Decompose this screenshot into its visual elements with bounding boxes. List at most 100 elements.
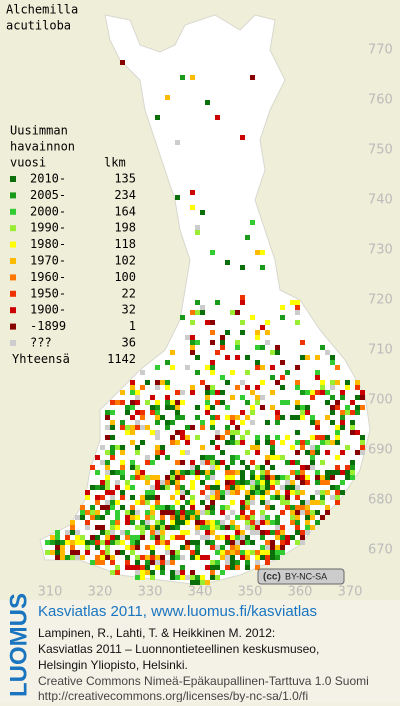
square — [145, 525, 150, 530]
square — [210, 340, 215, 345]
square — [300, 410, 305, 415]
square — [110, 450, 115, 455]
square — [220, 550, 225, 555]
square — [80, 535, 85, 540]
square — [100, 460, 105, 465]
square — [200, 310, 205, 315]
square — [180, 315, 185, 320]
square — [90, 505, 95, 510]
square — [260, 325, 265, 330]
square — [235, 355, 240, 360]
footer-heading: Kasviatlas 2011, www.luomus.fi/kasviatla… — [38, 603, 317, 620]
square — [175, 490, 180, 495]
square — [105, 450, 110, 455]
square — [250, 315, 255, 320]
square — [105, 510, 110, 515]
square — [175, 430, 180, 435]
square — [295, 485, 300, 490]
square — [300, 470, 305, 475]
square — [265, 540, 270, 545]
square — [300, 405, 305, 410]
square — [315, 500, 320, 505]
square — [150, 505, 155, 510]
square — [175, 550, 180, 555]
square — [285, 485, 290, 490]
square — [240, 485, 245, 490]
square — [180, 430, 185, 435]
legend-swatch — [10, 192, 16, 199]
square — [215, 520, 220, 525]
x-grid-label: 340 — [188, 585, 213, 600]
square — [145, 425, 150, 430]
square — [230, 510, 235, 515]
square — [210, 530, 215, 535]
square — [210, 385, 215, 390]
square — [165, 480, 170, 485]
square — [95, 555, 100, 560]
square — [100, 480, 105, 485]
square — [225, 465, 230, 470]
square — [175, 535, 180, 540]
square — [150, 395, 155, 400]
legend-label: 2000- — [30, 204, 66, 218]
square — [270, 440, 275, 445]
square — [210, 510, 215, 515]
square — [115, 510, 120, 515]
square — [215, 575, 220, 580]
square — [165, 545, 170, 550]
square — [165, 420, 170, 425]
y-grid-label: 680 — [368, 493, 393, 508]
square — [220, 520, 225, 525]
square — [60, 545, 65, 550]
square — [245, 490, 250, 495]
square — [160, 480, 165, 485]
square — [220, 535, 225, 540]
square — [260, 545, 265, 550]
square — [240, 470, 245, 475]
square — [215, 480, 220, 485]
square — [225, 425, 230, 430]
square — [215, 485, 220, 490]
square — [140, 475, 145, 480]
square — [240, 330, 245, 335]
square — [235, 540, 240, 545]
square — [210, 495, 215, 500]
square — [195, 405, 200, 410]
square — [260, 495, 265, 500]
square — [230, 555, 235, 560]
square — [255, 330, 260, 335]
legend-label: 1970- — [30, 254, 66, 268]
square — [110, 435, 115, 440]
square — [240, 540, 245, 545]
square — [355, 395, 360, 400]
square — [140, 555, 145, 560]
square — [130, 430, 135, 435]
square — [220, 345, 225, 350]
square — [250, 420, 255, 425]
square — [265, 420, 270, 425]
square — [260, 345, 265, 350]
square — [335, 405, 340, 410]
square — [305, 440, 310, 445]
square — [180, 570, 185, 575]
square — [230, 455, 235, 460]
square — [275, 350, 280, 355]
square — [355, 380, 360, 385]
square — [150, 515, 155, 520]
square — [250, 520, 255, 525]
square — [180, 485, 185, 490]
square — [140, 535, 145, 540]
square — [90, 515, 95, 520]
square — [330, 380, 335, 385]
square — [320, 440, 325, 445]
square — [335, 425, 340, 430]
square — [195, 555, 200, 560]
square — [195, 470, 200, 475]
square — [135, 545, 140, 550]
square — [350, 465, 355, 470]
square — [285, 500, 290, 505]
square — [240, 295, 245, 300]
square — [340, 480, 345, 485]
square — [195, 435, 200, 440]
square — [125, 555, 130, 560]
